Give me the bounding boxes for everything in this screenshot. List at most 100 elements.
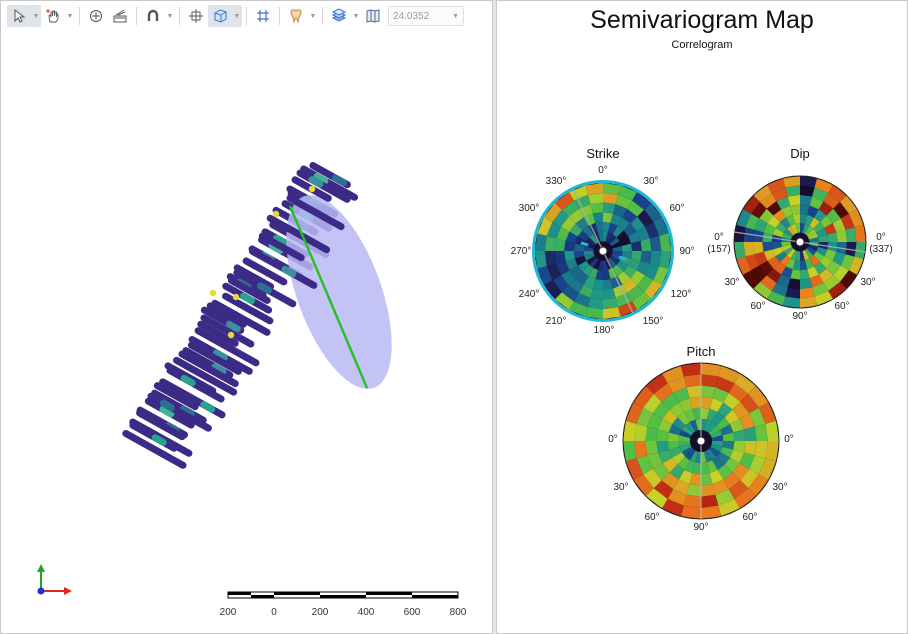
tooth-shape-button[interactable] — [284, 5, 308, 27]
polar-cell — [615, 293, 633, 308]
polar-cell — [662, 498, 684, 517]
polar-cell — [573, 194, 591, 209]
polar-cell — [787, 194, 800, 206]
polar-cell — [623, 265, 637, 279]
pan-hand-button[interactable] — [41, 5, 65, 27]
assay-interval — [239, 292, 255, 305]
y-axis-head — [37, 564, 45, 572]
polar-cell — [588, 267, 598, 280]
polar-cell — [701, 462, 710, 475]
polar-cell — [603, 212, 614, 223]
slice-plane-icon — [113, 9, 127, 23]
assay-interval — [151, 434, 167, 446]
polar-cell — [802, 250, 810, 261]
polar-cell — [616, 260, 629, 272]
select-arrow-dropdown[interactable]: ▼ — [31, 5, 41, 27]
polar-cell — [785, 287, 800, 299]
polar-cell — [722, 441, 735, 450]
view-cube-button[interactable] — [208, 5, 232, 27]
polar-cell — [701, 363, 722, 377]
magnet-dropdown[interactable]: ▼ — [166, 12, 174, 20]
polar-cell — [640, 251, 652, 264]
magnet-icon — [147, 9, 159, 21]
look-at-button[interactable] — [84, 5, 108, 27]
polar-cell — [840, 213, 855, 230]
polar-cell — [621, 243, 633, 251]
dip-label-60-right: 60° — [834, 301, 850, 312]
strike-label-150: 150° — [642, 316, 664, 327]
3d-scene-view[interactable]: ▼ ▼ ▼ ▼ ▼ — [1, 1, 492, 632]
scene-canvas[interactable] — [1, 1, 492, 632]
polar-cell — [633, 385, 654, 408]
polar-cell — [603, 221, 611, 233]
polar-cell — [828, 282, 847, 300]
drill-hole-trace — [233, 264, 275, 290]
pane-splitter[interactable] — [492, 0, 497, 634]
zoom-level-field[interactable]: 24.0352 ▼ — [388, 6, 464, 26]
pitch-plot-title: Pitch — [686, 344, 716, 359]
polar-cell — [636, 226, 650, 241]
polar-cell — [739, 452, 755, 469]
polar-cell — [568, 278, 584, 294]
select-arrow-button[interactable] — [7, 5, 31, 27]
polar-cell — [535, 251, 547, 269]
bounding-box-button[interactable] — [184, 5, 208, 27]
zoom-dropdown-arrow[interactable]: ▼ — [452, 12, 459, 20]
polar-cell — [587, 297, 603, 310]
polar-cell — [710, 429, 723, 439]
dip-polar-plot[interactable] — [733, 175, 867, 309]
polar-cell — [686, 484, 701, 497]
polar-cell — [680, 363, 701, 377]
polar-cell — [569, 185, 588, 201]
polar-cell — [775, 221, 787, 233]
tooth-shape-dropdown[interactable]: ▼ — [309, 12, 317, 20]
polar-cell — [773, 209, 786, 222]
polar-cell — [734, 242, 746, 260]
map-icon — [366, 9, 380, 23]
polar-cell — [759, 193, 777, 209]
polar-cell — [711, 441, 724, 447]
polar-cell — [711, 435, 724, 441]
drill-hole-trace — [266, 214, 331, 254]
polar-cell — [667, 441, 680, 450]
slice-plane-button[interactable] — [108, 5, 132, 27]
polar-cell — [790, 250, 798, 261]
polar-cell — [577, 260, 590, 272]
polar-cell — [800, 194, 813, 206]
pitch-polar-plot[interactable] — [622, 362, 780, 520]
x-axis-head — [64, 587, 72, 595]
separator — [322, 7, 323, 25]
polar-cell — [622, 208, 638, 224]
drill-hole-trace — [187, 341, 242, 375]
polar-cell — [649, 235, 662, 251]
polar-cell — [759, 208, 774, 224]
polar-cell — [785, 185, 800, 197]
strike-polar-plot[interactable] — [532, 180, 674, 322]
polar-cell — [701, 385, 716, 398]
magnet-button[interactable] — [141, 5, 165, 27]
pan-hand-dropdown[interactable]: ▼ — [66, 12, 74, 20]
polar-cell — [561, 200, 579, 217]
strike-label-300: 300° — [518, 203, 540, 214]
polar-cell — [535, 233, 547, 251]
view-cube-dropdown[interactable]: ▼ — [232, 5, 242, 27]
polar-cell — [716, 417, 730, 430]
polar-cell — [554, 251, 566, 264]
polar-cell — [623, 223, 637, 237]
polar-cell — [701, 418, 707, 431]
assay-interval — [308, 176, 324, 188]
polar-cell — [790, 223, 798, 234]
map-button[interactable] — [361, 5, 385, 27]
grid-button[interactable] — [251, 5, 275, 27]
layers-dropdown[interactable]: ▼ — [352, 12, 360, 20]
strike-marker — [580, 241, 589, 247]
polar-cell — [662, 365, 684, 384]
polar-cell — [613, 284, 628, 298]
layers-button[interactable] — [327, 5, 351, 27]
polar-cell — [644, 202, 662, 222]
polar-cell — [647, 413, 663, 430]
strike-label-90: 90° — [679, 246, 695, 257]
drill-hole-trace — [178, 350, 239, 388]
polar-cell — [701, 505, 722, 519]
polar-cell — [637, 209, 654, 227]
